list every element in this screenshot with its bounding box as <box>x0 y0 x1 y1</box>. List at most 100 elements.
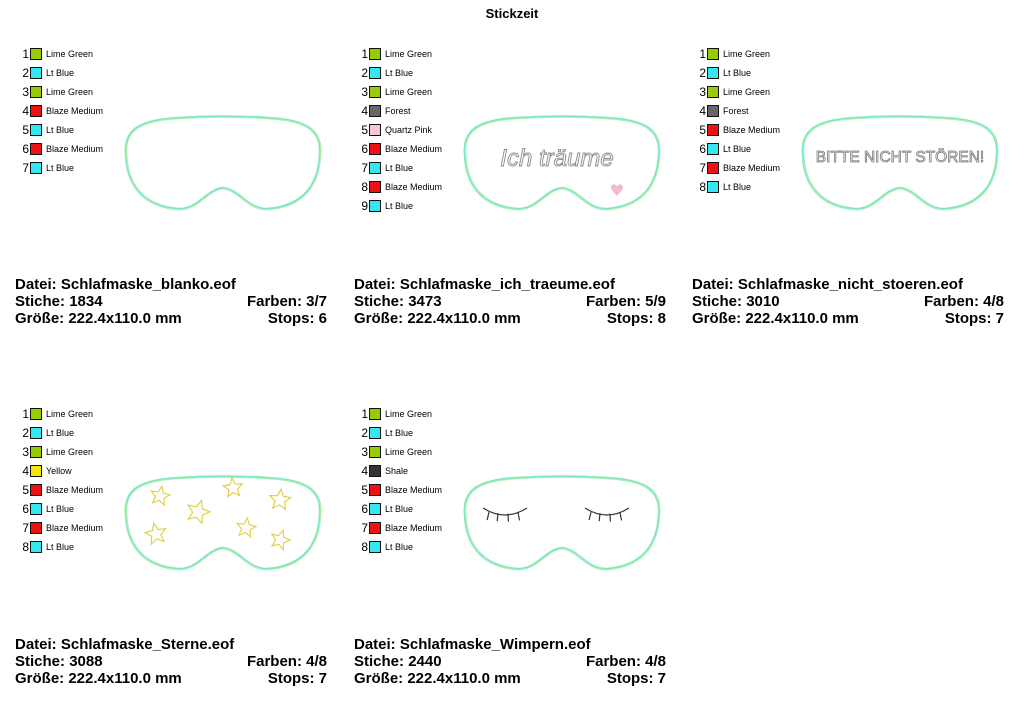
color-row: 9 Lt Blue <box>358 196 442 215</box>
stitches-value: 1834 <box>69 293 103 310</box>
color-number: 1 <box>22 46 29 61</box>
color-swatch <box>707 123 719 136</box>
mask-outline <box>124 115 322 211</box>
color-swatch <box>30 142 42 155</box>
color-swatch <box>369 104 381 117</box>
color-name: Lime Green <box>385 446 433 457</box>
color-swatch <box>30 464 42 477</box>
star-icon <box>268 487 293 511</box>
size-label: Größe: <box>15 310 65 327</box>
color-number: 8 <box>361 179 368 194</box>
file-row: Datei: Schlafmaske_nicht_stoeren.eof <box>692 276 1004 293</box>
color-name: Blaze Medium <box>46 143 104 154</box>
color-number: 8 <box>361 539 368 554</box>
color-number: 3 <box>361 444 368 459</box>
file-row: Datei: Schlafmaske_Wimpern.eof <box>354 636 666 653</box>
color-swatch <box>707 47 719 60</box>
stitches-value: 3010 <box>746 293 780 310</box>
color-number: 1 <box>361 46 368 61</box>
stitches-row: Stiche: 1834 Farben: 3/7 <box>15 293 327 310</box>
color-row: 6 Lt Blue <box>696 139 780 158</box>
design-card: 1 Lime Green 2 Lt Blue 3 Lime Green 4 Yellow 5 Bl… <box>15 382 327 712</box>
color-name: Blaze Medium <box>385 522 443 533</box>
color-number: 6 <box>22 141 29 156</box>
color-number: 5 <box>699 122 706 137</box>
color-row: 4 Yellow <box>19 461 103 480</box>
color-number: 1 <box>361 406 368 421</box>
color-number: 3 <box>22 444 29 459</box>
stitches-value: 3088 <box>69 653 103 670</box>
color-swatch <box>707 142 719 155</box>
color-name: Lime Green <box>385 86 433 97</box>
color-row: 8 Lt Blue <box>19 537 103 556</box>
size-label: Größe: <box>354 310 404 327</box>
color-number: 9 <box>361 198 368 213</box>
colors-label: Farben: <box>246 293 302 310</box>
file-label: Datei: <box>692 276 734 293</box>
color-row: 4 Forest <box>696 101 780 120</box>
color-number: 5 <box>22 482 29 497</box>
color-name: Lt Blue <box>385 503 414 514</box>
stops-label: Stops: <box>267 670 315 687</box>
closed-eye-right-icon <box>584 507 630 522</box>
color-row: 6 Lt Blue <box>358 499 442 518</box>
file-row: Datei: Schlafmaske_ich_traeume.eof <box>354 276 666 293</box>
size-row: Größe: 222.4x110.0 mm Stops: 8 <box>354 310 666 327</box>
star-icon <box>143 521 167 546</box>
color-name: Lt Blue <box>46 541 75 552</box>
color-swatch <box>369 85 381 98</box>
stops-label: Stops: <box>606 670 654 687</box>
color-number: 6 <box>361 501 368 516</box>
color-swatch <box>707 85 719 98</box>
color-number: 2 <box>361 65 368 80</box>
color-swatch <box>369 407 381 420</box>
colors-value: 4/8 <box>983 293 1004 310</box>
color-name: Blaze Medium <box>385 484 443 495</box>
design-card: 1 Lime Green 2 Lt Blue 3 Lime Green 4 Forest 5 Bl… <box>692 22 1004 352</box>
closed-eye-left-icon <box>482 507 528 522</box>
file-label: Datei: <box>354 636 396 653</box>
color-swatch <box>369 123 381 136</box>
sleep-mask-preview: BITTE NICHT STÖREN! <box>795 112 1005 222</box>
design-card: 1 Lime Green 2 Lt Blue 3 Lime Green 4 Blaze Med… <box>15 22 327 352</box>
colors-value: 4/8 <box>645 653 666 670</box>
colors-label: Farben: <box>923 293 979 310</box>
color-swatch <box>30 123 42 136</box>
color-name: Lime Green <box>385 48 433 59</box>
color-swatch <box>30 161 42 174</box>
color-row: 1 Lime Green <box>358 404 442 423</box>
color-row: 3 Lime Green <box>19 82 103 101</box>
color-name: Lime Green <box>46 48 94 59</box>
colors-value: 4/8 <box>306 653 327 670</box>
stitches-row: Stiche: 3010 Farben: 4/8 <box>692 293 1004 310</box>
color-row: 7 Blaze Medium <box>696 158 780 177</box>
color-row: 2 Lt Blue <box>19 63 103 82</box>
file-label: Datei: <box>354 276 396 293</box>
color-name: Blaze Medium <box>385 143 443 154</box>
stops-value: 7 <box>995 310 1004 327</box>
stitches-row: Stiche: 3473 Farben: 5/9 <box>354 293 666 310</box>
color-row: 6 Blaze Medium <box>358 139 442 158</box>
color-row: 8 Lt Blue <box>696 177 780 196</box>
color-name: Quartz Pink <box>385 124 433 135</box>
color-row: 5 Blaze Medium <box>696 120 780 139</box>
color-number: 3 <box>699 84 706 99</box>
file-info: Datei: Schlafmaske_blanko.eof Stiche: 183… <box>15 276 327 327</box>
color-row: 1 Lime Green <box>358 44 442 63</box>
mask-outline <box>463 115 661 211</box>
colors-label: Farben: <box>585 293 641 310</box>
color-swatch <box>369 47 381 60</box>
color-row: 1 Lime Green <box>696 44 780 63</box>
color-swatch <box>30 521 42 534</box>
size-row: Größe: 222.4x110.0 mm Stops: 7 <box>354 670 666 687</box>
color-name: Blaze Medium <box>46 484 104 495</box>
color-swatch <box>369 142 381 155</box>
color-name: Lt Blue <box>385 67 414 78</box>
color-number: 5 <box>361 122 368 137</box>
color-row: 4 Shale <box>358 461 442 480</box>
page-title: Stickzeit <box>485 6 539 21</box>
file-name: Schlafmaske_blanko.eof <box>60 276 236 293</box>
color-name: Lt Blue <box>723 181 752 192</box>
file-label: Datei: <box>15 636 57 653</box>
color-number: 2 <box>22 425 29 440</box>
